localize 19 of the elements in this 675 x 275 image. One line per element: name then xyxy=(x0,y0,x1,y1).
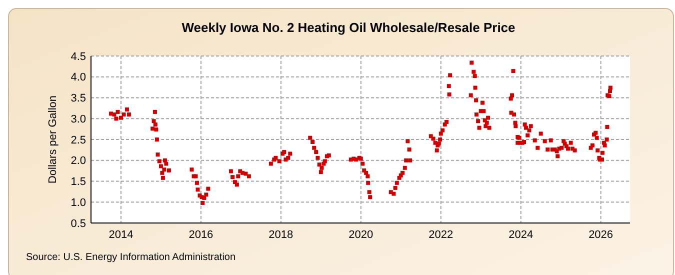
x-tick-label: 2024 xyxy=(508,229,534,241)
y-tick-label: 3.5 xyxy=(70,92,86,105)
y-tick-label: 2.5 xyxy=(70,134,86,146)
y-tick-label: 3.0 xyxy=(70,113,86,126)
y-tick-label: 2.0 xyxy=(70,155,86,168)
x-tick-label: 2014 xyxy=(108,229,134,241)
y-tick-label: 4.0 xyxy=(70,72,86,84)
x-tick-label: 2026 xyxy=(588,229,614,241)
x-tick-label: 2018 xyxy=(268,229,294,241)
y-tick-label: 1.0 xyxy=(70,196,86,209)
y-axis-title: Dollars per Gallon xyxy=(47,95,59,184)
y-tick-label: 0.5 xyxy=(70,218,86,230)
x-tick-label: 2016 xyxy=(188,229,214,241)
y-tick-label: 4.5 xyxy=(70,50,86,63)
source-note: Source: U.S. Energy Information Administration xyxy=(26,252,236,263)
y-tick-label: 1.5 xyxy=(70,176,86,188)
chart-title: Weekly Iowa No. 2 Heating Oil Wholesale/Resale Price xyxy=(182,20,516,35)
x-tick-label: 2022 xyxy=(428,229,454,241)
x-tick-label: 2020 xyxy=(348,229,374,241)
